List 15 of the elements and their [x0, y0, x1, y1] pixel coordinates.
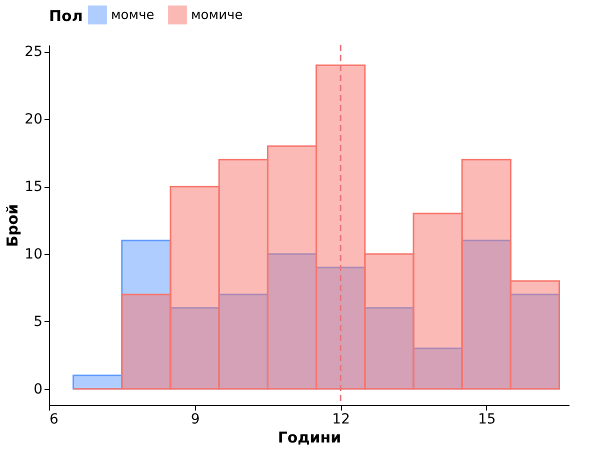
- legend-label: момче: [111, 8, 154, 23]
- y-tick-label: 5: [34, 314, 42, 330]
- y-tick-label: 0: [34, 381, 42, 398]
- y-tick-label: 15: [24, 179, 42, 196]
- y-tick-label: 20: [24, 112, 42, 128]
- x-tick-label: 9: [190, 412, 200, 428]
- legend-title: Пол: [49, 7, 83, 25]
- x-tick-label: 12: [332, 412, 350, 428]
- y-tick-label: 25: [24, 44, 42, 60]
- x-tick-label: 6: [50, 412, 58, 428]
- y-tick-label: 10: [24, 246, 42, 262]
- y-axis-title: Брой: [4, 204, 22, 247]
- legend-label: момиче: [191, 8, 243, 23]
- x-tick-label: 15: [478, 412, 496, 428]
- x-axis-title: Години: [278, 428, 342, 446]
